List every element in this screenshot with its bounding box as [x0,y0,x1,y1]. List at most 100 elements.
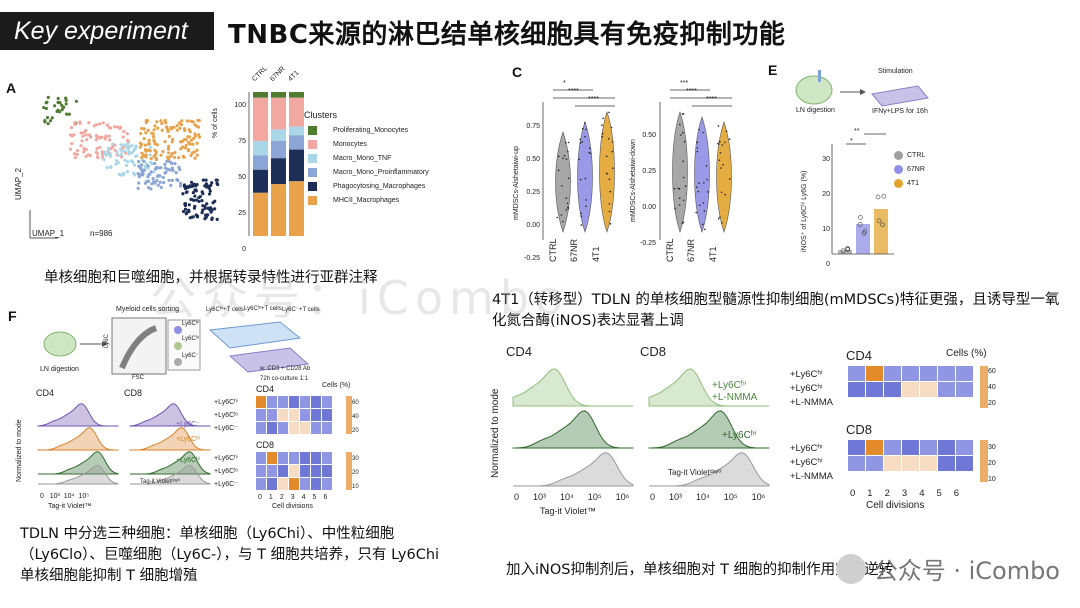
umap-point [135,154,139,158]
g-heat-cd4-scale: 60 40 20 [988,368,996,407]
f-heat-cd4-title: CD4 [256,384,275,394]
f-hist-curve [37,427,119,451]
inos-ylabel: iNOS⁺ of Ly6Cʰⁱ Ly6G (%) [801,170,808,252]
violin-shape [577,121,593,233]
umap-point [50,116,54,120]
umap-point [167,178,171,183]
bar-y-ticks: 100 75 50 25 0 [234,102,246,253]
umap-point [98,122,102,126]
umap-point [67,112,71,116]
violin-point [724,141,726,144]
f-histograms [37,403,211,485]
page-title: TNBC来源的淋巴结单核细胞具有免疫抑制功能 [228,20,786,50]
umap-point [186,185,190,190]
umap-point [155,179,159,183]
violin-point [721,221,723,224]
umap-point [152,128,156,132]
stacked-bar-segment [253,192,268,236]
f-heat-cell-cd8 [278,452,288,464]
g-hist-curve [648,368,769,407]
violin-point [585,128,587,131]
umap-point [192,198,196,203]
umap-point [138,145,143,149]
f-heat-cell-cd4 [289,396,299,408]
violin-point [698,204,701,207]
f-hist-leg-neg: +Ly6C⁻ [176,421,200,428]
g-heat-cell-cd8 [866,440,883,455]
umap-point [186,140,191,145]
umap-n-label: n=986 [90,229,113,238]
umap-point [195,148,199,152]
umap-point [166,144,171,148]
stacked-bar-segment [271,92,286,98]
umap-point [190,184,195,188]
umap-point [192,150,196,154]
f-heat-cell-cd8 [289,478,299,490]
umap-point [122,129,126,134]
umap-point [148,153,152,157]
violin-point [556,216,559,219]
umap-point [183,146,187,150]
umap-point [130,144,134,148]
panel-c-caption: 4T1（转移型）TDLN 的单核细胞型髓源性抑制细胞(mMDSCs)特征更强，且… [492,292,1060,329]
g-heat-cell-cd4 [902,366,919,381]
umap-point [211,201,215,205]
violin-point [678,197,681,200]
umap-point [84,133,88,137]
umap-point [161,149,165,154]
g-day0: Tag-it Violetᵈᵃʸ⁰ [668,468,722,477]
umap-point [146,175,150,179]
violin-point [725,130,728,132]
umap-point [165,127,170,131]
umap-point [146,185,151,190]
umap-point [82,150,86,154]
umap-point [64,112,69,116]
violin-point [589,152,592,155]
g-heat-cell-cd8 [956,440,973,455]
umap-point [208,207,212,212]
violin-point [579,178,582,181]
umap-point [95,146,99,151]
umap-point [182,183,186,187]
umap-point [150,182,154,186]
f-heat-scale-title: Cells (%) [322,382,351,389]
g-heat-cell-cd8 [884,456,901,471]
umap-point [80,139,84,143]
f-hist-xlabel: Tag-it Violet™ [48,503,92,510]
umap-point [102,157,106,162]
inos-point [857,222,863,227]
violin-point [674,207,676,210]
umap-point [208,189,212,193]
umap-point [162,180,166,185]
panel-a-letter: A [6,80,17,96]
f-heat-cell-cd8 [300,465,310,477]
f-heat-cell-cd4 [256,396,266,408]
umap-point [194,124,199,128]
umap-point [103,137,107,141]
umap-point [189,153,193,158]
umap-point [137,181,141,185]
umap-point [68,147,73,151]
stimulation-schematic [795,70,929,107]
umap-point [107,134,111,138]
f-heat-cell-cd4 [289,409,299,421]
violin-point [562,220,564,223]
umap-point [215,178,219,182]
umap-point [159,153,163,157]
umap-point [210,181,214,185]
umap-point [204,215,208,219]
umap-point [198,194,202,199]
violin-point [565,208,568,211]
umap-point [201,204,205,208]
g-hist-day0-curve [649,452,770,487]
umap-point [146,179,151,183]
umap-point [70,134,74,138]
violin-point [562,157,564,160]
umap-point [126,142,130,146]
umap-point [78,120,82,124]
violin-point [601,135,604,138]
umap-point [177,155,181,160]
umap-point [209,183,213,187]
g-heat-cell-cd4 [956,366,973,381]
umap-point [163,162,167,166]
